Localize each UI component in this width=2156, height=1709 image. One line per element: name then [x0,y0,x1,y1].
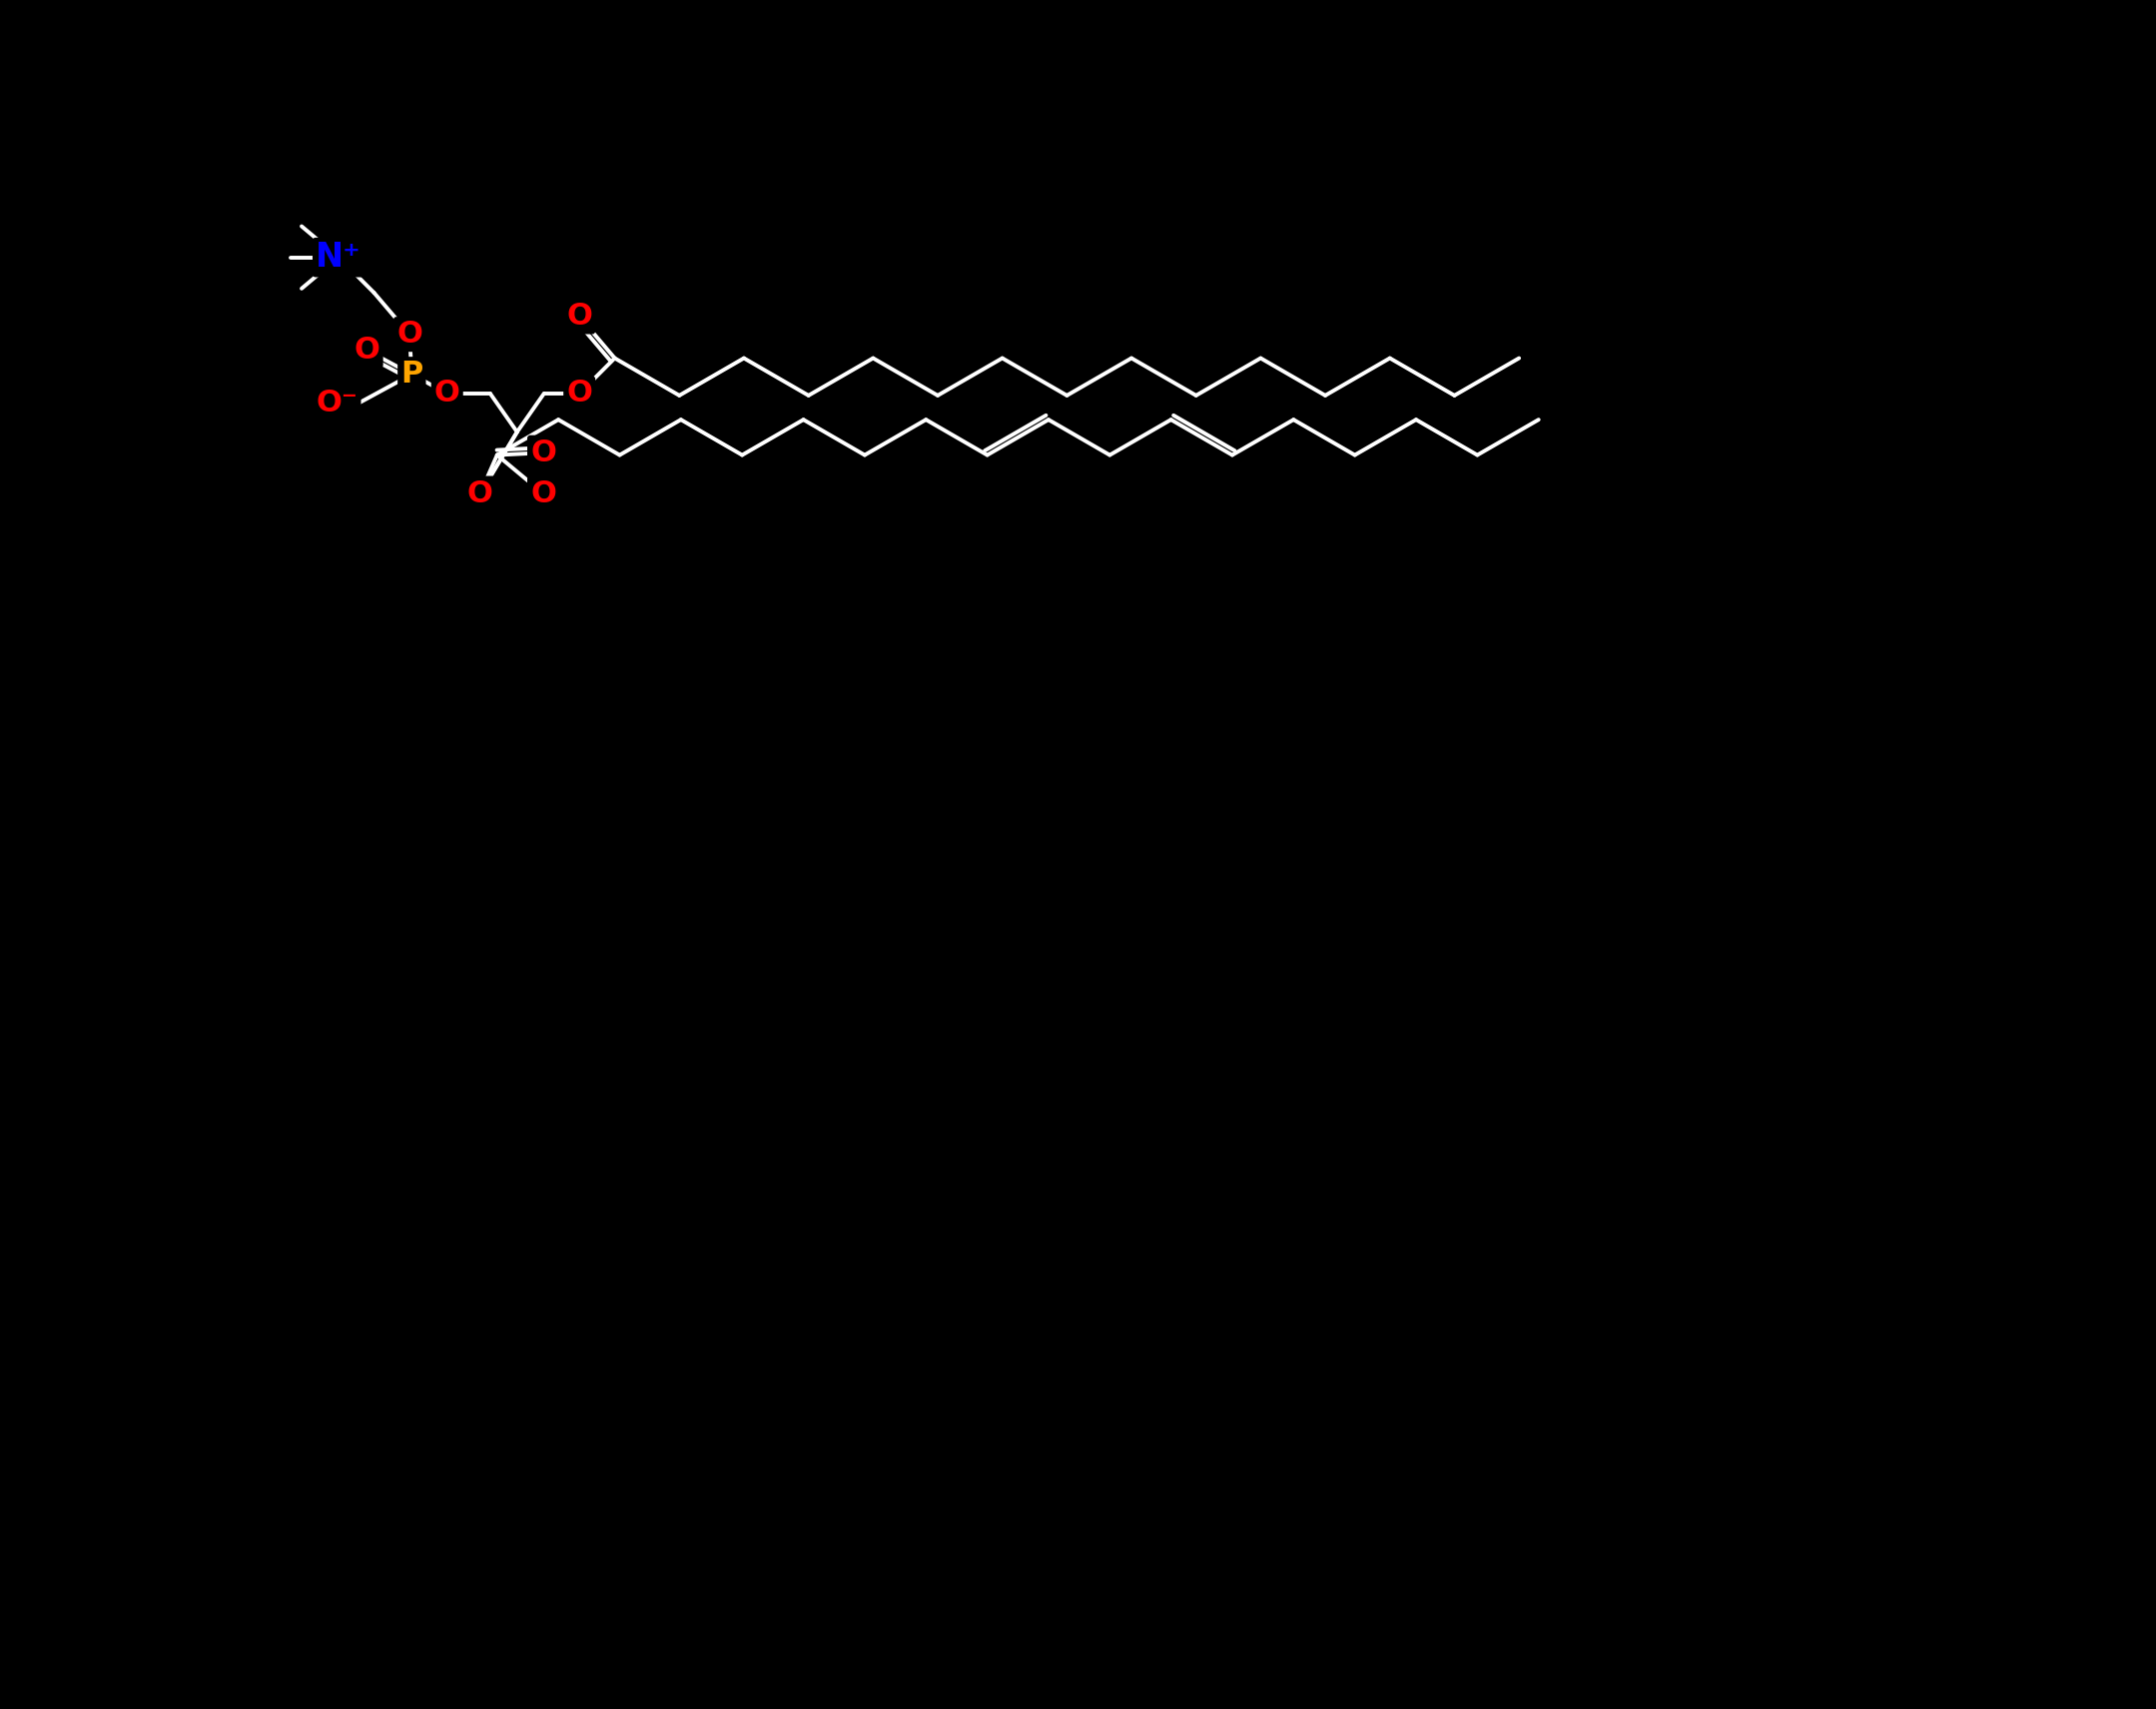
Text: O: O [354,337,379,366]
Text: O: O [530,479,556,508]
Text: O: O [397,320,423,349]
Text: O: O [433,379,459,408]
Text: O: O [468,479,494,508]
Text: N⁺: N⁺ [317,241,362,273]
Text: O: O [530,438,556,467]
Text: O: O [567,379,593,408]
Text: O: O [567,302,593,332]
Text: O⁻: O⁻ [317,390,358,419]
Text: P: P [401,361,423,388]
